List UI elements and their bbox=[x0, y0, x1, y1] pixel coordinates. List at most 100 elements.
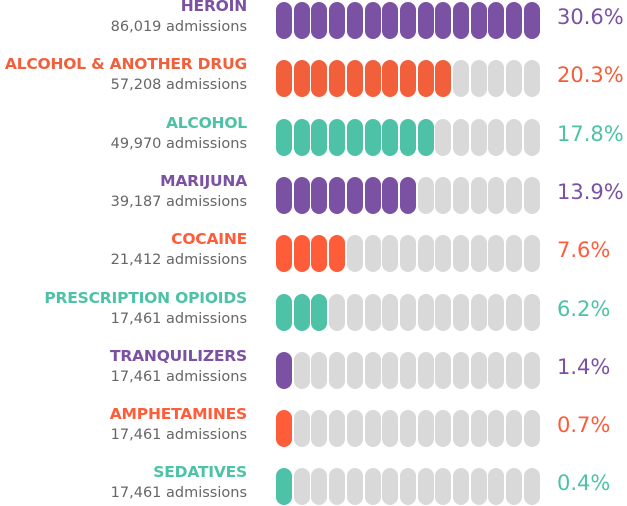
pill-empty bbox=[488, 235, 505, 273]
pill-empty bbox=[506, 293, 523, 331]
pill-empty bbox=[346, 293, 363, 331]
pill-empty bbox=[346, 468, 363, 506]
pill-filled bbox=[329, 235, 346, 273]
pill-empty bbox=[364, 293, 381, 331]
pill-empty bbox=[417, 235, 434, 273]
pill-empty bbox=[311, 410, 328, 448]
pill-empty bbox=[382, 293, 399, 331]
pill-filled bbox=[346, 2, 363, 39]
pill-empty bbox=[399, 235, 416, 273]
row-percent: 0.7% bbox=[557, 413, 611, 438]
pill-empty bbox=[470, 60, 487, 98]
pill-filled bbox=[346, 176, 363, 214]
row-percent: 30.6% bbox=[557, 5, 624, 29]
pill-bar bbox=[276, 293, 542, 331]
pill-empty bbox=[470, 410, 487, 448]
row-label: TRANQUILIZERS bbox=[110, 346, 247, 365]
pill-filled bbox=[435, 60, 452, 98]
row-percent: 0.4% bbox=[557, 471, 611, 496]
pill-filled bbox=[399, 2, 416, 39]
pill-bar bbox=[276, 60, 542, 98]
pill-empty bbox=[417, 176, 434, 214]
pill-filled bbox=[417, 118, 434, 156]
pill-empty bbox=[399, 468, 416, 506]
chart-row: MARIJUNA 39,187 admissions 13.9% bbox=[0, 171, 627, 215]
pill-empty bbox=[417, 293, 434, 331]
pill-empty bbox=[488, 351, 505, 389]
pill-filled bbox=[488, 2, 505, 39]
pill-empty bbox=[435, 235, 452, 273]
pill-empty bbox=[329, 293, 346, 331]
pill-empty bbox=[293, 351, 310, 389]
pill-empty bbox=[453, 60, 469, 98]
pill-empty bbox=[453, 235, 469, 273]
pill-empty bbox=[506, 468, 523, 506]
chart-row: PRESCRIPTION OPIOIDS 17,461 admissions 6.2… bbox=[0, 289, 627, 332]
pill-empty bbox=[435, 293, 452, 331]
pill-filled bbox=[276, 351, 292, 389]
chart-row: ALCOHOL & ANOTHER DRUG 57,208 admissions 2… bbox=[0, 55, 627, 98]
pill-filled bbox=[329, 176, 346, 214]
pill-filled bbox=[276, 60, 292, 98]
pill-empty bbox=[399, 351, 416, 389]
pill-empty bbox=[470, 235, 487, 273]
pill-bar bbox=[276, 176, 542, 214]
row-admissions: 39,187 admissions bbox=[110, 193, 247, 210]
pill-filled bbox=[293, 2, 310, 39]
pill-empty bbox=[435, 176, 452, 214]
row-label: COCAINE bbox=[171, 230, 247, 249]
pill-empty bbox=[311, 468, 328, 506]
pill-empty bbox=[293, 468, 310, 506]
chart-row: COCAINE 21,412 admissions 7.6% bbox=[0, 230, 627, 273]
pill-empty bbox=[506, 60, 523, 98]
pill-filled bbox=[311, 293, 328, 331]
pill-filled bbox=[399, 176, 416, 214]
pill-empty bbox=[382, 351, 399, 389]
row-admissions: 17,461 admissions bbox=[110, 310, 247, 327]
pill-filled bbox=[311, 235, 328, 273]
pill-empty bbox=[453, 293, 469, 331]
pill-filled bbox=[364, 176, 381, 214]
pill-filled bbox=[276, 293, 292, 331]
row-admissions: 21,412 admissions bbox=[110, 252, 247, 269]
pill-filled bbox=[293, 60, 310, 98]
pill-empty bbox=[523, 118, 540, 156]
pill-filled bbox=[399, 60, 416, 98]
pill-empty bbox=[382, 235, 399, 273]
pill-filled bbox=[364, 60, 381, 98]
chart-row: TRANQUILIZERS 17,461 admissions 1.4% bbox=[0, 346, 627, 390]
chart-row: AMPHETAMINES 17,461 admissions 0.7% bbox=[0, 405, 627, 448]
row-admissions: 86,019 admissions bbox=[110, 19, 247, 35]
chart-row: SEDATIVES 17,461 admissions 0.4% bbox=[0, 463, 627, 506]
row-percent: 20.3% bbox=[557, 63, 624, 88]
pill-bar bbox=[276, 235, 542, 273]
pill-filled bbox=[276, 235, 292, 273]
chart-row: HEROIN 86,019 admissions 30.6% bbox=[0, 0, 627, 40]
pill-empty bbox=[523, 60, 540, 98]
row-admissions: 17,461 admissions bbox=[110, 427, 247, 444]
pill-empty bbox=[399, 293, 416, 331]
pill-empty bbox=[453, 410, 469, 448]
pill-empty bbox=[435, 410, 452, 448]
pill-filled bbox=[293, 118, 310, 156]
pill-empty bbox=[506, 351, 523, 389]
pill-filled bbox=[311, 176, 328, 214]
pill-empty bbox=[523, 410, 540, 448]
pill-bar bbox=[276, 410, 542, 448]
pill-filled bbox=[293, 235, 310, 273]
pill-filled bbox=[399, 118, 416, 156]
pill-empty bbox=[523, 293, 540, 331]
pill-filled bbox=[346, 60, 363, 98]
pill-empty bbox=[453, 351, 469, 389]
row-label: ALCOHOL bbox=[165, 113, 247, 132]
row-percent: 7.6% bbox=[557, 238, 611, 263]
pill-filled bbox=[311, 2, 328, 39]
pill-empty bbox=[488, 293, 505, 331]
row-label: MARIJUNA bbox=[160, 171, 247, 190]
pill-filled bbox=[311, 60, 328, 98]
pill-empty bbox=[523, 176, 540, 214]
row-label: HEROIN bbox=[180, 0, 247, 15]
pill-bar bbox=[276, 468, 542, 506]
row-admissions: 17,461 admissions bbox=[110, 368, 247, 385]
